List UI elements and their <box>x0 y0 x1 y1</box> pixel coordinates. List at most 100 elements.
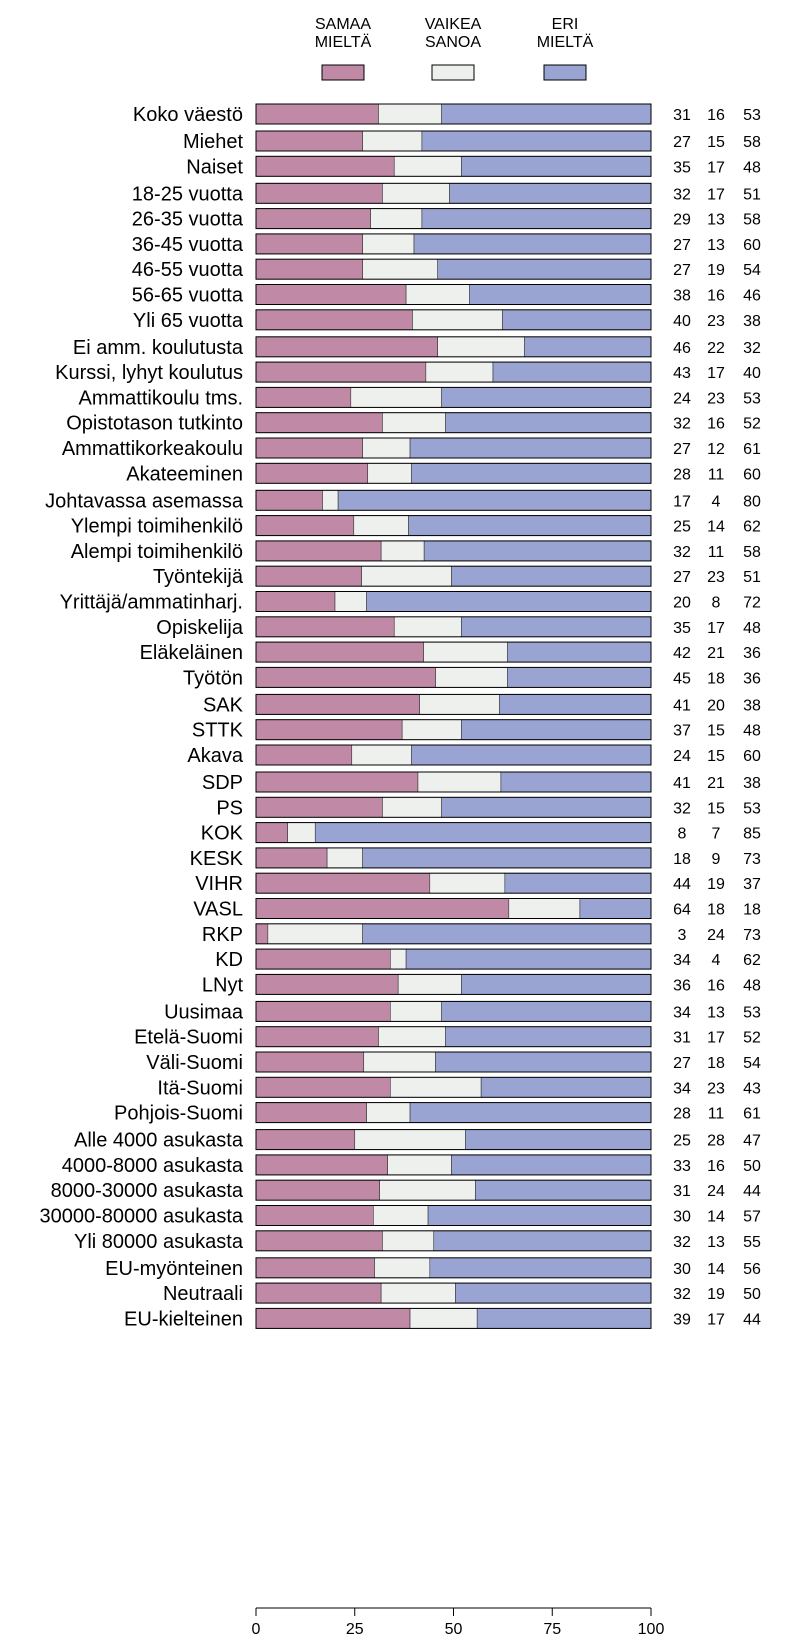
legend-label: ERI <box>552 16 579 33</box>
bar-segment <box>455 1282 652 1304</box>
chart-row: 26-35 vuotta 29 13 58 <box>132 208 761 231</box>
bar-segment <box>255 948 391 970</box>
chart-row: LNyt 36 16 48 <box>202 973 761 996</box>
bar-outline <box>255 1257 652 1279</box>
value-label: 37 <box>743 876 761 893</box>
chart-row: RKP 3 24 73 <box>202 923 761 946</box>
bar-segment <box>255 412 383 434</box>
bar-segment <box>413 233 652 255</box>
chart-row: Opiskelija 35 17 48 <box>156 616 761 639</box>
chart-row: Pohjois-Suomi 28 11 61 <box>114 1102 761 1125</box>
row-label: KD <box>215 949 243 971</box>
row-label: PS <box>216 797 243 819</box>
value-label: 17 <box>707 159 725 176</box>
bar-segment <box>362 437 411 459</box>
value-label: 14 <box>707 1261 725 1278</box>
bar-segment <box>461 616 652 638</box>
legend-label: VAIKEA <box>425 16 482 33</box>
value-label: 16 <box>707 977 725 994</box>
chart-row: Miehet 27 15 58 <box>183 130 761 153</box>
bar-outline <box>255 822 652 844</box>
row-label: KESK <box>190 848 244 870</box>
row-label: 30000-80000 asukasta <box>40 1206 244 1228</box>
bar-segment <box>287 822 316 843</box>
value-label: 27 <box>673 237 691 254</box>
value-label: 23 <box>707 313 725 330</box>
bar-outline <box>255 973 652 995</box>
bar-outline <box>255 155 652 177</box>
bar-outline <box>255 208 652 230</box>
bar-outline <box>255 1154 652 1176</box>
bar-segment <box>255 233 363 255</box>
bar-segment <box>255 336 438 358</box>
row-label: Alempi toimihenkilö <box>71 541 243 563</box>
bar-segment <box>393 156 462 177</box>
value-label: 48 <box>743 159 761 176</box>
bar-segment <box>417 771 502 793</box>
value-label: 62 <box>743 519 761 536</box>
value-label: 44 <box>673 876 691 893</box>
row-label: Akateeminen <box>126 463 243 485</box>
value-label: 13 <box>707 1234 725 1251</box>
bar-segment <box>354 1129 466 1150</box>
value-label: 44 <box>743 1311 761 1328</box>
row-label: Yli 80000 asukasta <box>74 1231 244 1253</box>
bar-segment <box>255 771 419 793</box>
value-label: 28 <box>673 1106 691 1123</box>
bar-segment <box>425 361 494 383</box>
x-tick-label: 0 <box>252 1621 261 1638</box>
bar-segment <box>363 1051 436 1073</box>
bar-outline <box>255 182 652 204</box>
bar-segment <box>255 361 427 383</box>
value-label: 18 <box>707 670 725 687</box>
row-label: Miehet <box>183 131 243 153</box>
value-label: 27 <box>673 1055 691 1072</box>
value-label: 31 <box>673 1030 691 1047</box>
bar-segment <box>362 233 415 255</box>
bar-segment <box>366 591 652 612</box>
value-label: 17 <box>707 186 725 203</box>
value-label: 32 <box>673 800 691 817</box>
row-label: Eläkeläinen <box>140 642 243 664</box>
bar-segment <box>461 156 652 177</box>
bar-segment <box>465 1129 652 1150</box>
row-label: EU-myönteinen <box>105 1258 243 1280</box>
row-label: Kurssi, lyhyt koulutus <box>55 362 243 384</box>
row-label: Itä-Suomi <box>157 1077 243 1099</box>
bar-segment <box>361 565 452 587</box>
bar-outline <box>255 948 652 970</box>
bar-segment <box>409 437 652 459</box>
value-label: 8 <box>678 826 687 843</box>
bar-segment <box>255 1308 411 1329</box>
row-label: KOK <box>201 823 244 845</box>
chart-row: Johtavassa asemassa 17 4 80 <box>45 489 761 512</box>
bar-outline <box>255 258 652 280</box>
bar-segment <box>362 258 438 280</box>
bar-segment <box>468 284 652 305</box>
chart-row: 36-45 vuotta 27 13 60 <box>132 233 761 256</box>
row-label: Uusimaa <box>164 1001 244 1023</box>
bar-segment <box>314 822 652 843</box>
bar-segment <box>389 1077 482 1098</box>
bar-segment <box>366 1102 411 1123</box>
value-label: 19 <box>707 876 725 893</box>
chart-row: 30000-80000 asukasta 30 14 57 <box>40 1205 761 1228</box>
bar-segment <box>255 641 424 663</box>
value-label: 73 <box>743 927 761 944</box>
bar-outline <box>255 719 652 741</box>
row-label: Ei amm. koulutusta <box>73 337 244 359</box>
bar-outline <box>255 771 652 793</box>
bar-segment <box>429 872 506 894</box>
bar-outline <box>255 847 652 869</box>
bar-segment <box>255 1257 375 1279</box>
bar-segment <box>255 130 363 152</box>
bar-segment <box>421 208 652 229</box>
value-label: 43 <box>673 365 691 382</box>
value-label: 18 <box>707 1055 725 1072</box>
chart-row: PS 32 15 53 <box>216 796 761 819</box>
value-label: 24 <box>707 1183 725 1200</box>
bar-segment <box>437 336 525 358</box>
value-label: 16 <box>707 288 725 305</box>
value-label: 24 <box>673 748 691 765</box>
